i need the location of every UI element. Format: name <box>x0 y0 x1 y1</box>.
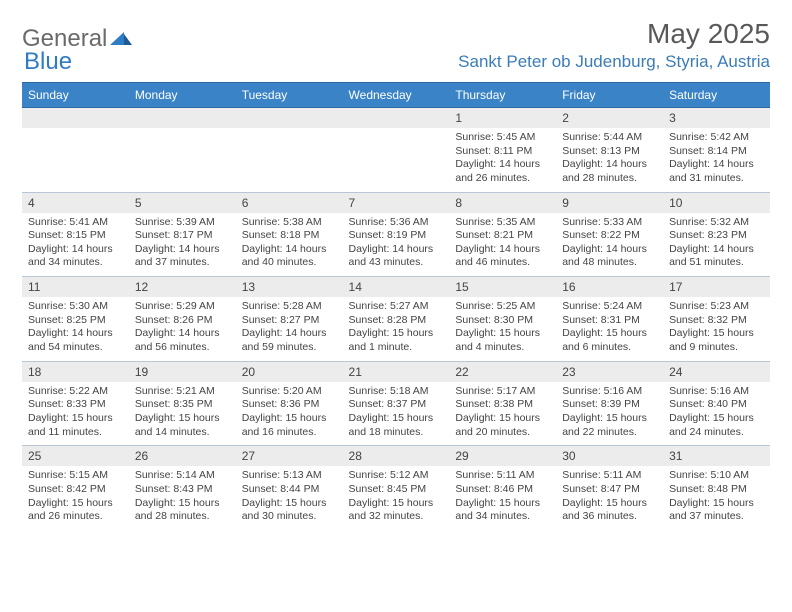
day-number-cell: 19 <box>129 361 236 382</box>
day-number-cell: 9 <box>556 192 663 213</box>
weekday-header: Saturday <box>663 83 770 108</box>
day-info-cell: Sunrise: 5:24 AMSunset: 8:31 PMDaylight:… <box>556 297 663 361</box>
weekday-header-row: Sunday Monday Tuesday Wednesday Thursday… <box>22 83 770 108</box>
day-info-row: Sunrise: 5:22 AMSunset: 8:33 PMDaylight:… <box>22 382 770 446</box>
day-number-row: 11121314151617 <box>22 277 770 298</box>
day-number-cell: 29 <box>449 446 556 467</box>
day-info-cell: Sunrise: 5:18 AMSunset: 8:37 PMDaylight:… <box>343 382 450 446</box>
day-info-cell: Sunrise: 5:45 AMSunset: 8:11 PMDaylight:… <box>449 128 556 192</box>
day-info-row: Sunrise: 5:15 AMSunset: 8:42 PMDaylight:… <box>22 466 770 530</box>
day-number-cell: 21 <box>343 361 450 382</box>
location-label: Sankt Peter ob Judenburg, Styria, Austri… <box>458 52 770 72</box>
day-info-cell: Sunrise: 5:11 AMSunset: 8:47 PMDaylight:… <box>556 466 663 530</box>
title-block: May 2025 Sankt Peter ob Judenburg, Styri… <box>458 18 770 72</box>
day-number-cell: 7 <box>343 192 450 213</box>
day-info-cell: Sunrise: 5:12 AMSunset: 8:45 PMDaylight:… <box>343 466 450 530</box>
day-number-cell: 23 <box>556 361 663 382</box>
calendar-table: Sunday Monday Tuesday Wednesday Thursday… <box>22 82 770 530</box>
day-number-cell: 5 <box>129 192 236 213</box>
weekday-header: Monday <box>129 83 236 108</box>
day-number-cell: 10 <box>663 192 770 213</box>
day-info-cell: Sunrise: 5:28 AMSunset: 8:27 PMDaylight:… <box>236 297 343 361</box>
day-info-cell: Sunrise: 5:13 AMSunset: 8:44 PMDaylight:… <box>236 466 343 530</box>
day-info-cell: Sunrise: 5:16 AMSunset: 8:40 PMDaylight:… <box>663 382 770 446</box>
month-title: May 2025 <box>458 18 770 50</box>
weekday-header: Friday <box>556 83 663 108</box>
day-info-cell <box>236 128 343 192</box>
day-number-cell: 8 <box>449 192 556 213</box>
day-number-cell: 15 <box>449 277 556 298</box>
day-number-cell: 24 <box>663 361 770 382</box>
day-number-cell: 1 <box>449 108 556 129</box>
day-number-cell: 2 <box>556 108 663 129</box>
day-number-cell: 20 <box>236 361 343 382</box>
day-info-cell: Sunrise: 5:30 AMSunset: 8:25 PMDaylight:… <box>22 297 129 361</box>
weekday-header: Tuesday <box>236 83 343 108</box>
day-number-row: 25262728293031 <box>22 446 770 467</box>
day-number-cell: 13 <box>236 277 343 298</box>
day-number-cell: 16 <box>556 277 663 298</box>
logo-wedge-icon <box>110 26 132 54</box>
calendar-page: General May 2025 Sankt Peter ob Judenbur… <box>0 0 792 540</box>
day-number-cell: 28 <box>343 446 450 467</box>
day-number-cell: 18 <box>22 361 129 382</box>
day-info-cell: Sunrise: 5:27 AMSunset: 8:28 PMDaylight:… <box>343 297 450 361</box>
day-info-cell: Sunrise: 5:29 AMSunset: 8:26 PMDaylight:… <box>129 297 236 361</box>
day-number-cell: 22 <box>449 361 556 382</box>
day-number-cell <box>343 108 450 129</box>
day-number-cell: 26 <box>129 446 236 467</box>
day-info-cell: Sunrise: 5:22 AMSunset: 8:33 PMDaylight:… <box>22 382 129 446</box>
day-info-cell: Sunrise: 5:23 AMSunset: 8:32 PMDaylight:… <box>663 297 770 361</box>
day-number-cell <box>22 108 129 129</box>
day-info-cell: Sunrise: 5:16 AMSunset: 8:39 PMDaylight:… <box>556 382 663 446</box>
day-info-cell: Sunrise: 5:38 AMSunset: 8:18 PMDaylight:… <box>236 213 343 277</box>
day-number-cell: 30 <box>556 446 663 467</box>
day-info-cell: Sunrise: 5:33 AMSunset: 8:22 PMDaylight:… <box>556 213 663 277</box>
day-info-row: Sunrise: 5:30 AMSunset: 8:25 PMDaylight:… <box>22 297 770 361</box>
day-info-cell <box>129 128 236 192</box>
day-number-cell: 31 <box>663 446 770 467</box>
day-info-cell: Sunrise: 5:42 AMSunset: 8:14 PMDaylight:… <box>663 128 770 192</box>
day-info-cell: Sunrise: 5:39 AMSunset: 8:17 PMDaylight:… <box>129 213 236 277</box>
day-info-cell: Sunrise: 5:25 AMSunset: 8:30 PMDaylight:… <box>449 297 556 361</box>
day-info-cell: Sunrise: 5:20 AMSunset: 8:36 PMDaylight:… <box>236 382 343 446</box>
day-info-cell: Sunrise: 5:35 AMSunset: 8:21 PMDaylight:… <box>449 213 556 277</box>
weekday-header: Wednesday <box>343 83 450 108</box>
day-number-cell: 3 <box>663 108 770 129</box>
day-info-cell <box>22 128 129 192</box>
day-number-cell: 27 <box>236 446 343 467</box>
day-number-cell: 14 <box>343 277 450 298</box>
day-number-cell: 11 <box>22 277 129 298</box>
day-number-row: 18192021222324 <box>22 361 770 382</box>
day-info-cell: Sunrise: 5:11 AMSunset: 8:46 PMDaylight:… <box>449 466 556 530</box>
day-info-cell <box>343 128 450 192</box>
day-info-cell: Sunrise: 5:32 AMSunset: 8:23 PMDaylight:… <box>663 213 770 277</box>
day-number-cell: 6 <box>236 192 343 213</box>
day-number-cell: 12 <box>129 277 236 298</box>
weekday-header: Thursday <box>449 83 556 108</box>
day-info-cell: Sunrise: 5:41 AMSunset: 8:15 PMDaylight:… <box>22 213 129 277</box>
weekday-header: Sunday <box>22 83 129 108</box>
day-info-row: Sunrise: 5:41 AMSunset: 8:15 PMDaylight:… <box>22 213 770 277</box>
day-number-cell <box>129 108 236 129</box>
day-number-row: 123 <box>22 108 770 129</box>
day-number-cell: 4 <box>22 192 129 213</box>
day-info-cell: Sunrise: 5:44 AMSunset: 8:13 PMDaylight:… <box>556 128 663 192</box>
day-number-cell: 17 <box>663 277 770 298</box>
day-number-cell <box>236 108 343 129</box>
day-info-cell: Sunrise: 5:21 AMSunset: 8:35 PMDaylight:… <box>129 382 236 446</box>
day-number-cell: 25 <box>22 446 129 467</box>
day-number-row: 45678910 <box>22 192 770 213</box>
day-info-row: Sunrise: 5:45 AMSunset: 8:11 PMDaylight:… <box>22 128 770 192</box>
day-info-cell: Sunrise: 5:17 AMSunset: 8:38 PMDaylight:… <box>449 382 556 446</box>
day-info-cell: Sunrise: 5:14 AMSunset: 8:43 PMDaylight:… <box>129 466 236 530</box>
day-info-cell: Sunrise: 5:10 AMSunset: 8:48 PMDaylight:… <box>663 466 770 530</box>
day-info-cell: Sunrise: 5:15 AMSunset: 8:42 PMDaylight:… <box>22 466 129 530</box>
day-info-cell: Sunrise: 5:36 AMSunset: 8:19 PMDaylight:… <box>343 213 450 277</box>
